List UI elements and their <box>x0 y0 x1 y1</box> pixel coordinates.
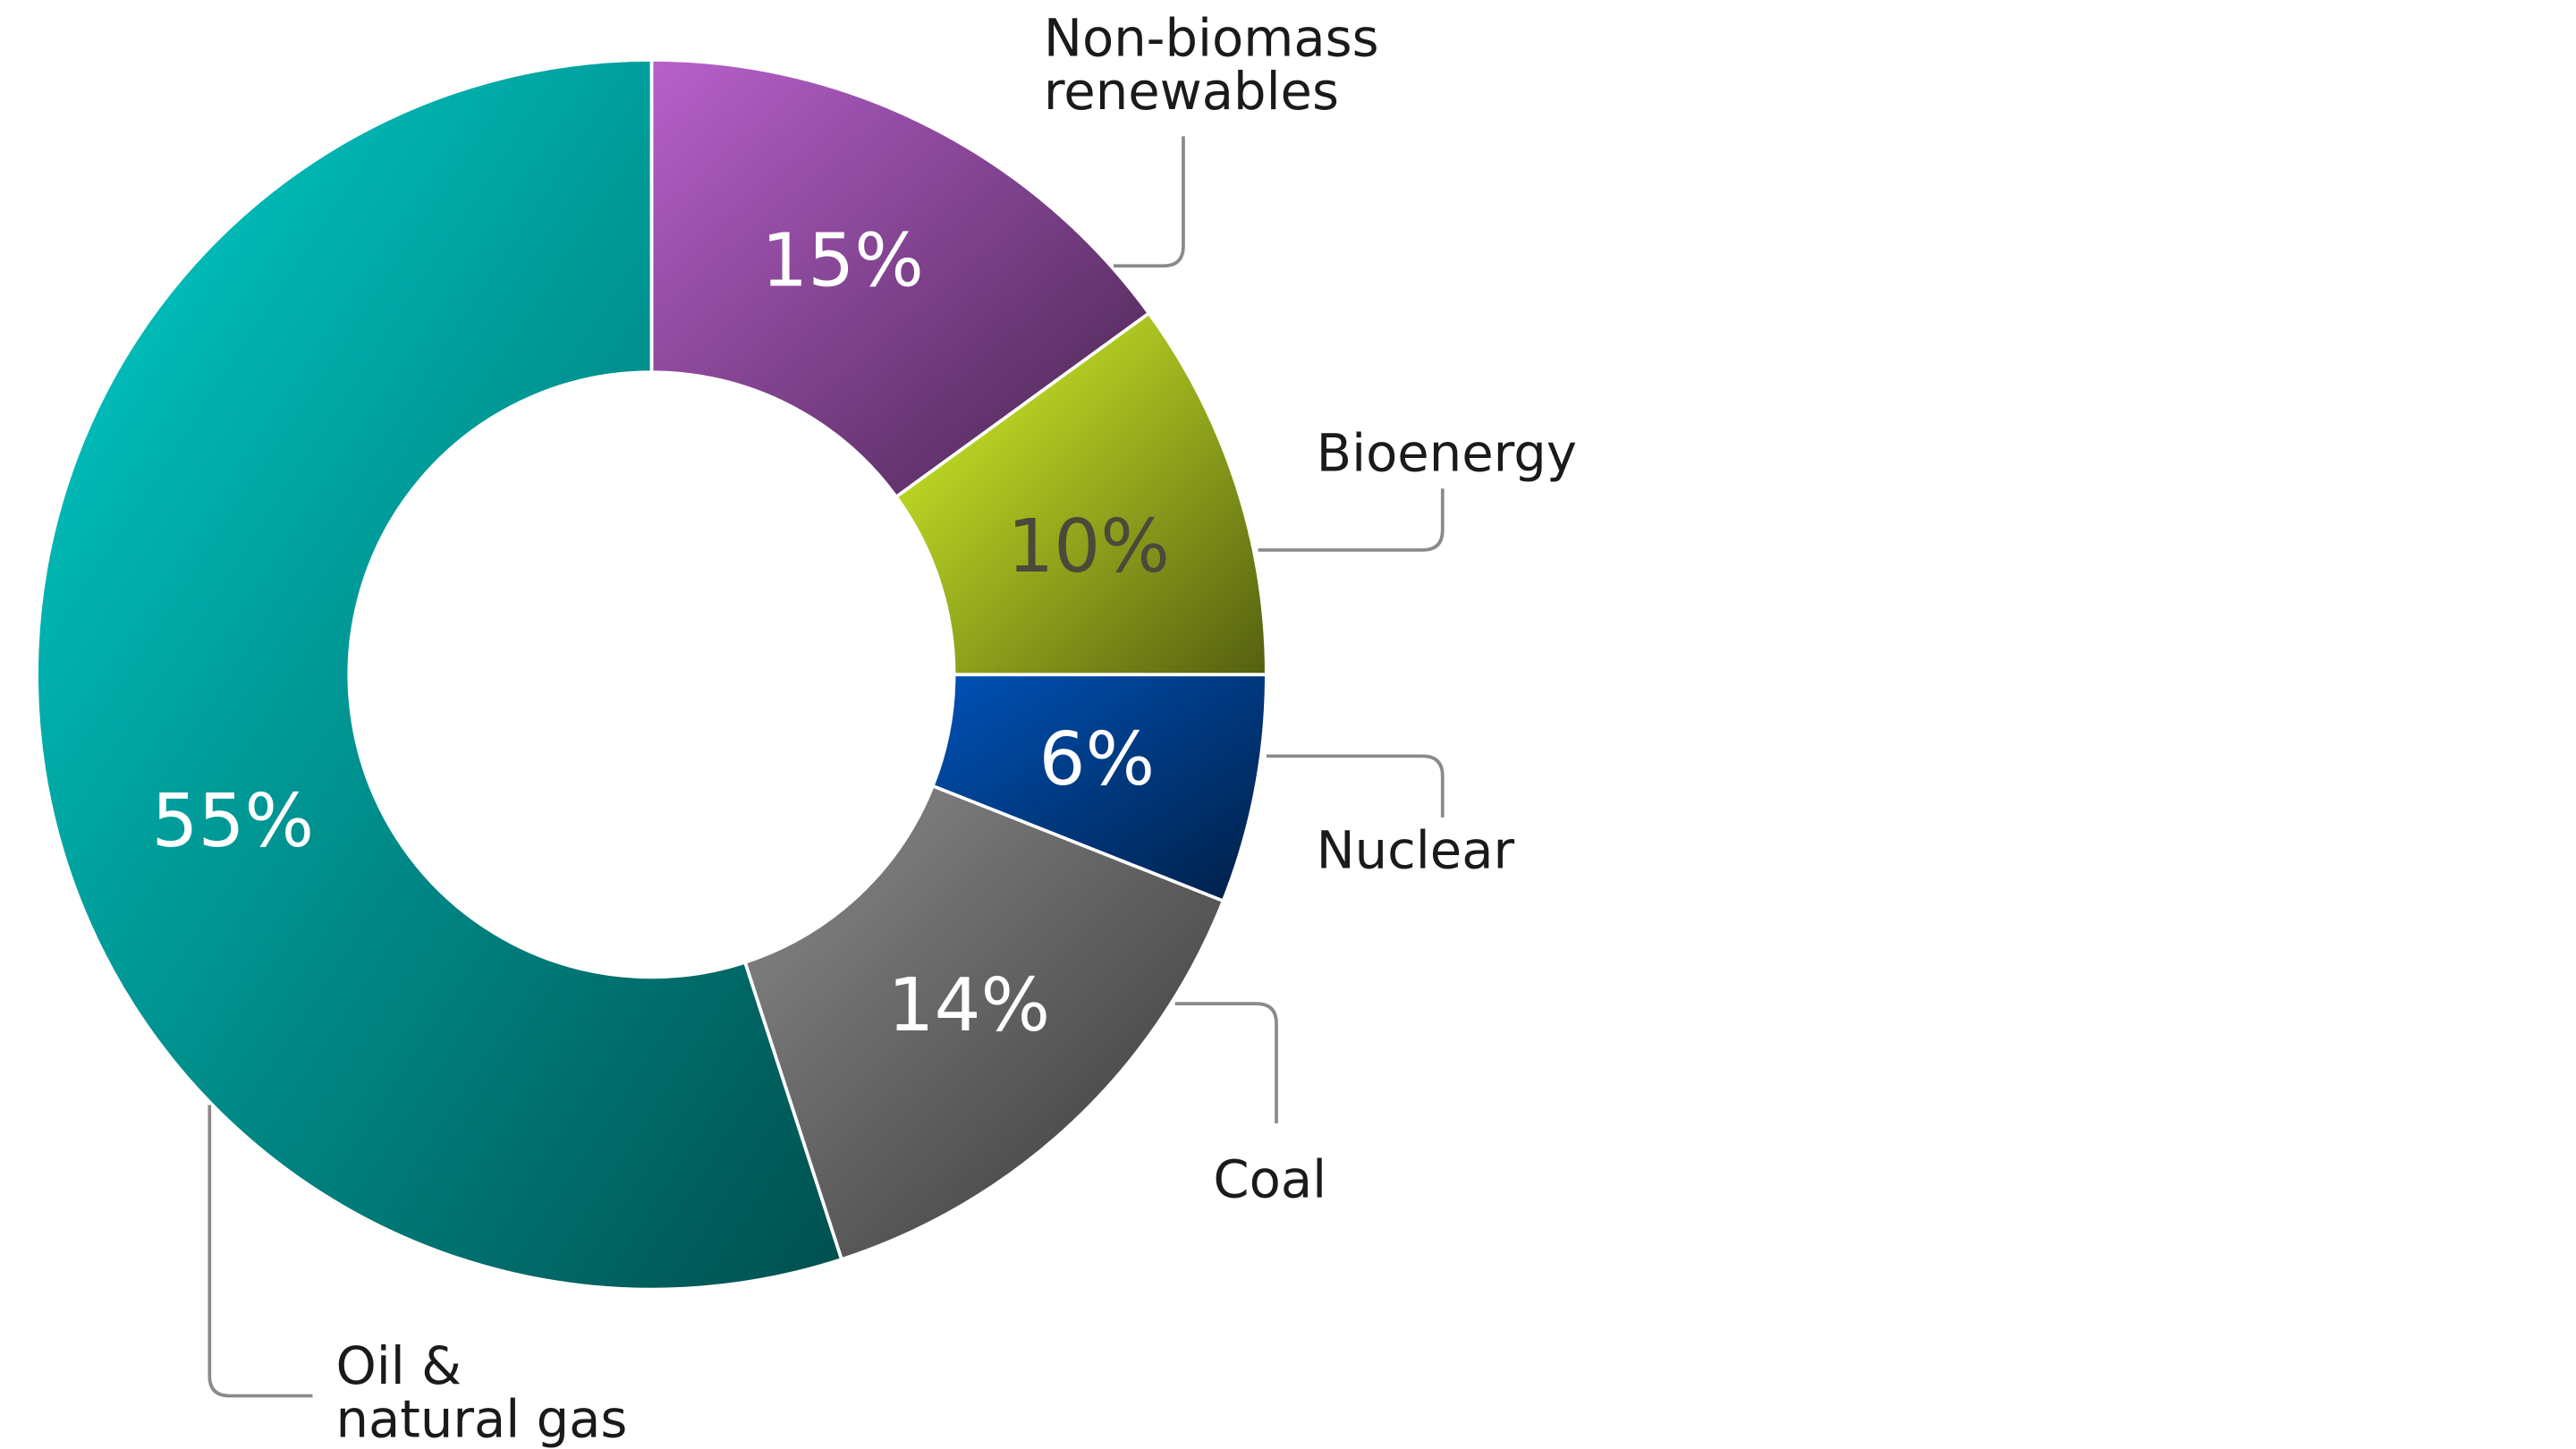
value-label: 14% <box>887 963 1050 1048</box>
category-label: Bioenergy <box>1317 424 1577 484</box>
category-label: Non-biomass renewables <box>1044 8 1379 121</box>
category-label: Oil & natural gas <box>335 1335 627 1448</box>
category-label: Nuclear <box>1317 821 1515 881</box>
value-label: 15% <box>761 219 924 304</box>
value-label: 10% <box>1007 504 1170 589</box>
slice <box>742 784 1225 1262</box>
leader-line <box>1174 1002 1278 1123</box>
slice <box>649 58 1152 500</box>
leader-line <box>1113 136 1185 268</box>
leader-line <box>1266 754 1445 818</box>
slice <box>35 58 844 1292</box>
value-label: 6% <box>1039 717 1156 802</box>
leader-line <box>1258 488 1445 552</box>
slice <box>894 310 1268 677</box>
category-label: Coal <box>1213 1149 1326 1209</box>
value-label: 55% <box>151 779 314 864</box>
leader-line <box>208 1105 313 1398</box>
